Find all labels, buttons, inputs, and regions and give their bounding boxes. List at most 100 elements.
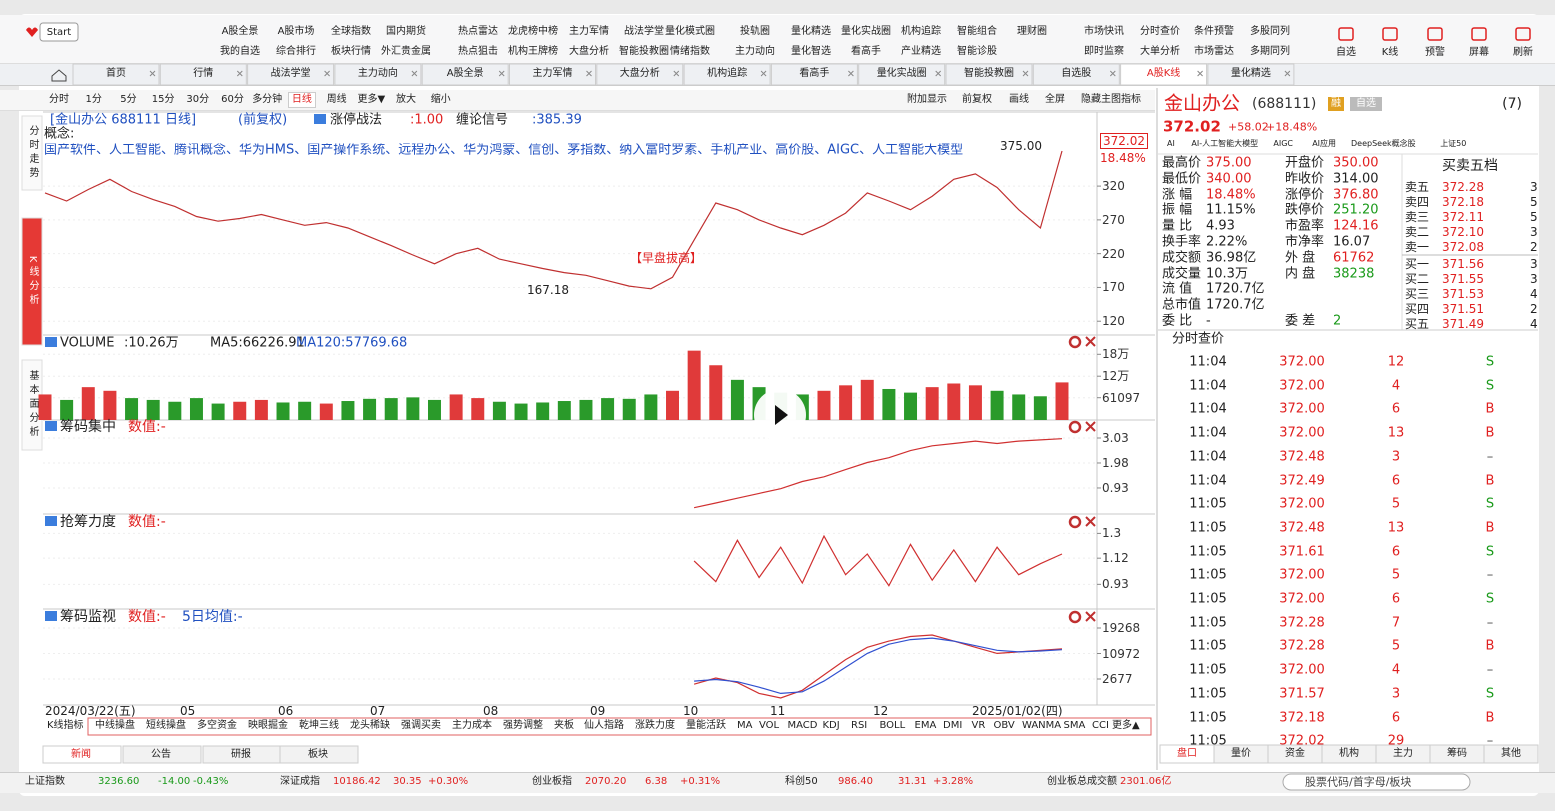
toolbar-button[interactable]: 预警 [1425, 47, 1445, 58]
indicator-item[interactable]: MA [737, 720, 753, 731]
side-tab-label[interactable]: 分时走势 [27, 125, 38, 181]
indicator-item[interactable]: VOL [759, 720, 780, 731]
tab-label[interactable]: 主力军情 [532, 68, 573, 79]
quote-tab-label[interactable]: 量价 [1231, 748, 1251, 759]
menu-item[interactable]: 热点狙击 [458, 46, 498, 57]
tab-label[interactable]: 机构追踪 [707, 68, 748, 79]
menu-item[interactable]: 机构王牌榜 [508, 46, 558, 57]
settings-icon[interactable] [1068, 515, 1082, 529]
indicator-item[interactable]: 强调买卖 [401, 720, 441, 731]
close-icon[interactable] [1085, 336, 1096, 347]
indicator-item[interactable]: 量能活跃 [686, 720, 726, 731]
menu-item[interactable]: 智能诊股 [957, 46, 997, 57]
menu-item[interactable]: 量化模式圈 [665, 26, 715, 37]
menu-item[interactable]: 大单分析 [1140, 46, 1180, 57]
tab-close[interactable] [1109, 70, 1116, 77]
toolbar-button[interactable]: 自选 [1336, 47, 1356, 58]
indicator-item[interactable]: 多空资金 [197, 720, 237, 731]
indicator-item[interactable]: RSI [851, 720, 868, 731]
indicator-item[interactable]: 强势调整 [503, 720, 543, 731]
side-tab-label[interactable]: K线分析 [27, 255, 38, 308]
menu-item[interactable]: 理财圈 [1017, 26, 1047, 37]
close-icon[interactable] [1085, 421, 1096, 432]
menu-item[interactable]: 量化实战圈 [841, 26, 891, 37]
indicator-item[interactable]: 仙人指路 [584, 720, 624, 731]
indicator-item[interactable]: MACD [787, 720, 818, 731]
menu-item[interactable]: 主力动向 [735, 46, 775, 57]
tab-label[interactable]: 主力动向 [357, 68, 398, 79]
menu-item[interactable]: 外汇贵金属 [381, 46, 431, 57]
toolbar-button[interactable]: 刷新 [1513, 47, 1533, 58]
indicator-item[interactable]: WANMA [1022, 720, 1062, 731]
tab[interactable] [72, 63, 160, 86]
indicator-item[interactable]: SMA [1063, 720, 1086, 731]
quote-tab-label[interactable]: 主力 [1393, 748, 1413, 759]
bottom-tab[interactable] [122, 745, 202, 764]
bottom-tab[interactable] [279, 745, 359, 764]
quote-tab-label[interactable]: 其他 [1501, 748, 1521, 759]
tab-close[interactable] [848, 70, 854, 77]
indicator-item[interactable]: 涨跌力度 [635, 720, 675, 731]
start-button[interactable]: Start [46, 27, 72, 38]
tab[interactable] [683, 63, 771, 86]
period-button[interactable]: 日线 [287, 92, 316, 108]
indicator-more[interactable]: 更多▲ [1112, 720, 1140, 731]
tab[interactable] [858, 63, 946, 86]
chart-action[interactable]: 全屏 [1045, 94, 1065, 105]
tab-label[interactable]: 量化实战圈 [876, 68, 927, 79]
tab-close[interactable] [760, 70, 767, 77]
period-button[interactable]: 60分 [221, 94, 244, 105]
chart-action[interactable]: 隐藏主图指标 [1081, 94, 1141, 105]
chart-action[interactable]: 附加显示 [907, 94, 947, 105]
tab-label[interactable]: 自选股 [1061, 68, 1092, 79]
menu-item[interactable]: 热点雷达 [458, 26, 498, 37]
tab-label[interactable]: A股K线 [1146, 68, 1181, 79]
period-button[interactable]: 更多▼ [357, 94, 386, 105]
tab[interactable] [770, 63, 858, 86]
period-button[interactable]: 多分钟 [252, 94, 283, 105]
menu-item[interactable]: 量化精选 [791, 26, 831, 37]
indicator-item[interactable]: DMI [943, 720, 963, 731]
chart-action[interactable]: 画线 [1009, 94, 1029, 105]
menu-item[interactable]: 产业精选 [901, 46, 941, 57]
settings-icon[interactable] [1068, 610, 1082, 624]
menu-item[interactable]: 智能投教圈 [619, 46, 669, 57]
tab-label[interactable]: 首页 [106, 68, 126, 79]
side-tab-label[interactable]: 基本面分析 [27, 370, 38, 440]
menu-item[interactable]: 市场雷达 [1194, 46, 1234, 57]
indicator-item[interactable]: 主力成本 [452, 720, 492, 731]
indicator-item[interactable]: BOLL [879, 720, 906, 731]
close-icon[interactable] [1085, 516, 1096, 527]
menu-item[interactable]: 大盘分析 [569, 46, 609, 57]
tab[interactable] [159, 63, 247, 86]
indicator-item[interactable]: 映眼掘金 [248, 720, 288, 731]
tab-close[interactable] [498, 70, 505, 77]
menu-item[interactable]: 板块行情 [331, 46, 371, 57]
bottom-tab[interactable] [42, 745, 122, 764]
quote-tab-label[interactable]: 筹码 [1447, 748, 1467, 759]
tab-label[interactable]: 战法学堂 [270, 68, 311, 79]
menu-item[interactable]: 即时监察 [1084, 46, 1124, 57]
menu-item[interactable]: A股全景 [221, 26, 259, 37]
tab-close[interactable] [236, 70, 243, 77]
period-button[interactable]: 缩小 [430, 94, 451, 105]
tab[interactable] [1207, 63, 1295, 86]
tab-close[interactable] [673, 70, 680, 77]
tab[interactable] [334, 63, 422, 86]
tab-close[interactable] [1284, 70, 1291, 77]
chart-action[interactable]: 前复权 [962, 94, 992, 105]
menu-item[interactable]: 智能组合 [957, 26, 997, 37]
menu-item[interactable]: 多股同列 [1250, 26, 1290, 37]
menu-item[interactable]: 国内期货 [386, 26, 426, 37]
toolbar-button[interactable]: K线 [1381, 47, 1399, 58]
watch-button[interactable]: 自选 [1350, 97, 1382, 111]
tab[interactable] [509, 63, 596, 86]
search-box[interactable] [1282, 773, 1471, 791]
tab-label[interactable]: 智能投教圈 [964, 68, 1014, 79]
tab-label[interactable]: 量化精选 [1230, 68, 1271, 79]
indicator-item[interactable]: 短线操盘 [146, 720, 186, 731]
indicator-item[interactable]: 乾坤三线 [299, 720, 339, 731]
quote-tab[interactable] [1483, 744, 1539, 764]
menu-item[interactable]: 投轨圈 [740, 26, 770, 37]
indicator-item[interactable]: EMA [914, 720, 937, 731]
